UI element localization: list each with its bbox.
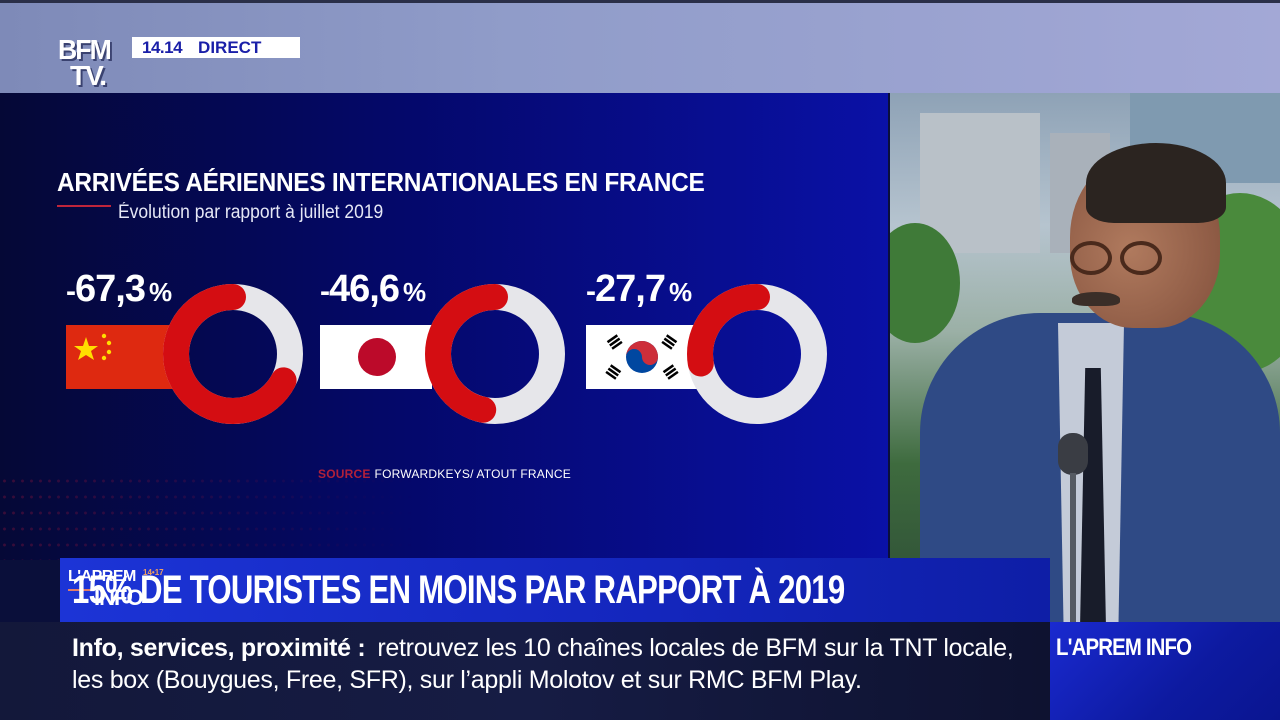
south-korea-flag-icon — [586, 325, 698, 389]
headline-text: 15% DE TOURISTES EN MOINS PAR RAPPORT À … — [72, 567, 845, 612]
presenter-mustache — [1072, 292, 1120, 306]
decorative-dot-pattern — [0, 473, 420, 560]
bfmtv-logo: BFM TV. — [58, 36, 126, 90]
news-ticker: Info, services, proximité : retrouvez les… — [0, 622, 1050, 720]
background-tree — [890, 223, 960, 343]
value: 67,3 — [75, 268, 146, 310]
china-flag-icon — [66, 325, 178, 389]
percentage-china: -67,3% — [66, 268, 172, 311]
country-south-korea: -27,7% — [586, 268, 836, 428]
unit: % — [668, 277, 692, 307]
minus-sign: - — [320, 275, 330, 308]
clock-time: 14.14 — [142, 37, 183, 57]
percentage-japan: -46,6% — [320, 268, 426, 311]
source-label: SOURCE — [318, 467, 371, 481]
show-logo-line1: L'APREM — [68, 568, 136, 585]
minus-sign: - — [586, 275, 596, 308]
glasses-icon — [1070, 241, 1112, 275]
unit: % — [148, 277, 172, 307]
country-china: -67,3% — [66, 268, 316, 428]
value: 46,6 — [329, 268, 400, 310]
glasses-icon — [1120, 241, 1162, 275]
chart-source: SOURCE FORWARDKEYS/ ATOUT FRANCE — [318, 467, 571, 481]
presenter-hair — [1086, 143, 1226, 223]
subtitle-accent-line — [57, 205, 111, 207]
japan-flag-icon — [320, 325, 432, 389]
logo-line2: TV. — [70, 60, 107, 91]
top-band: BFM TV. 14.14 DIRECT — [0, 0, 1280, 93]
minus-sign: - — [66, 275, 76, 308]
chart-panel: ARRIVÉES AÉRIENNES INTERNATIONALES EN FR… — [0, 93, 888, 560]
live-label: DIRECT — [198, 37, 262, 57]
background-building — [920, 113, 1040, 253]
live-badge: 14.14 DIRECT — [132, 37, 300, 58]
logo-line1: BFM — [58, 34, 112, 65]
value: 27,7 — [595, 268, 666, 310]
chart-subtitle: Évolution par rapport à juillet 2019 — [118, 202, 384, 223]
country-japan: -46,6% — [320, 268, 570, 428]
side-brand-label: L'APREM INFO — [1056, 634, 1192, 661]
side-brand-box: L'APREM INFO — [1050, 622, 1280, 720]
show-logo-underline — [68, 589, 94, 591]
source-text: FORWARDKEYS/ ATOUT FRANCE — [374, 467, 571, 481]
donut-chart-japan — [425, 284, 565, 424]
donut-chart-china — [163, 284, 303, 424]
studio-video-feed — [890, 93, 1280, 623]
show-hours: 14•17 — [143, 568, 164, 577]
donut-chart-south-korea — [687, 284, 827, 424]
ticker-body: retrouvez les 10 chaînes locales de BFM … — [72, 634, 1014, 694]
microphone-stand — [1070, 473, 1076, 623]
percentage-south-korea: -27,7% — [586, 268, 692, 311]
unit: % — [402, 277, 426, 307]
headline-bar: L'APREM 14•17 INFO 15% DE TOURISTES EN M… — [60, 558, 1050, 622]
ticker-text: Info, services, proximité : retrouvez les… — [72, 632, 1042, 696]
microphone-icon — [1058, 433, 1088, 475]
chart-title: ARRIVÉES AÉRIENNES INTERNATIONALES EN FR… — [57, 167, 705, 197]
show-logo-line2: INFO — [94, 585, 144, 610]
ticker-bold-lead: Info, services, proximité : — [72, 634, 366, 662]
